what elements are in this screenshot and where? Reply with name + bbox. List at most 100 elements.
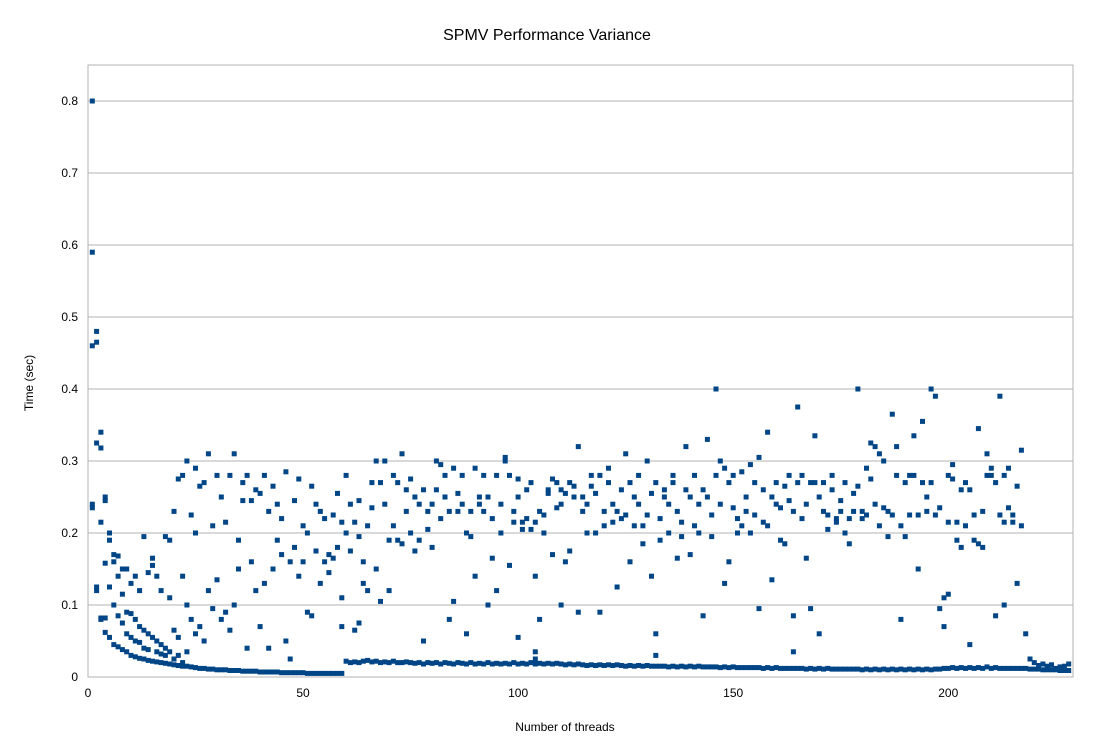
data-point [550, 476, 555, 482]
data-point [107, 634, 112, 640]
data-point [438, 462, 444, 468]
data-point [838, 508, 844, 514]
data-point [218, 667, 224, 673]
data-point [489, 516, 495, 522]
data-point [322, 516, 328, 522]
data-point [180, 663, 186, 669]
data-point [606, 662, 611, 668]
data-point [683, 664, 689, 670]
data-point [829, 666, 835, 672]
data-point [317, 580, 323, 586]
data-point [778, 537, 783, 543]
data-point [722, 664, 728, 670]
data-point [150, 555, 155, 561]
data-point [700, 664, 706, 670]
data-point [111, 552, 117, 558]
data-point [408, 660, 414, 666]
data-point [704, 494, 710, 500]
x-axis: 0 50 100 150 200 [85, 686, 959, 700]
data-point [859, 667, 865, 673]
data-point [1014, 665, 1020, 671]
data-point [812, 480, 818, 486]
data-point [945, 591, 951, 597]
data-point [881, 458, 887, 464]
data-point [214, 667, 220, 673]
data-point [399, 451, 405, 457]
data-point [833, 666, 839, 672]
data-point [1023, 631, 1029, 637]
data-point [1049, 667, 1054, 673]
data-point [94, 440, 100, 446]
data-point [597, 609, 603, 615]
data-point [640, 541, 646, 547]
data-point [433, 487, 439, 493]
data-point [438, 516, 444, 522]
data-point [898, 616, 904, 622]
data-point [339, 519, 345, 525]
data-point [124, 609, 130, 615]
data-point [799, 516, 805, 522]
data-point [485, 660, 491, 666]
data-point [257, 669, 263, 675]
data-point [128, 611, 134, 617]
data-point [292, 544, 297, 550]
data-point [399, 660, 405, 666]
data-point [476, 501, 482, 507]
data-point [803, 501, 809, 507]
data-point [128, 652, 134, 658]
data-point [640, 663, 646, 669]
data-point [653, 631, 659, 637]
data-point [223, 609, 229, 615]
data-point [623, 663, 629, 669]
data-point [537, 660, 543, 666]
data-point [554, 480, 560, 486]
data-point [988, 472, 994, 478]
data-point [855, 666, 861, 672]
data-point [180, 573, 186, 579]
data-point [145, 647, 151, 653]
data-point [915, 666, 921, 672]
data-point [451, 661, 457, 667]
data-point [124, 566, 130, 572]
data-point [545, 487, 551, 493]
data-point [459, 501, 465, 507]
data-point [489, 661, 495, 667]
data-point [1001, 519, 1007, 525]
data-point [666, 501, 672, 507]
data-point [218, 494, 224, 500]
data-point [894, 667, 900, 673]
data-point [588, 662, 594, 668]
data-point [98, 429, 104, 435]
data-point [300, 670, 306, 676]
data-point [137, 655, 143, 661]
data-point [575, 444, 581, 450]
data-point [231, 668, 237, 673]
data-point [283, 638, 289, 644]
data-point [313, 501, 319, 507]
data-point [330, 555, 336, 561]
data-point [145, 570, 151, 576]
data-point [631, 494, 637, 500]
data-point [562, 662, 568, 668]
data-point [167, 537, 173, 543]
data-point [726, 665, 732, 671]
data-point [636, 472, 642, 478]
data-point [111, 559, 117, 565]
data-point [184, 458, 190, 464]
data-point [1010, 665, 1016, 671]
data-point [670, 480, 676, 486]
data-point [692, 664, 697, 670]
data-point [102, 560, 108, 566]
data-point [601, 508, 607, 514]
data-point [481, 472, 487, 478]
data-point [868, 476, 874, 482]
data-point [1057, 668, 1063, 673]
data-point [141, 627, 147, 633]
data-point [945, 519, 951, 525]
data-point [313, 670, 319, 676]
data-point [541, 661, 547, 667]
data-point [782, 483, 788, 489]
data-point [941, 624, 947, 630]
data-point [601, 663, 607, 668]
data-point [554, 505, 560, 511]
